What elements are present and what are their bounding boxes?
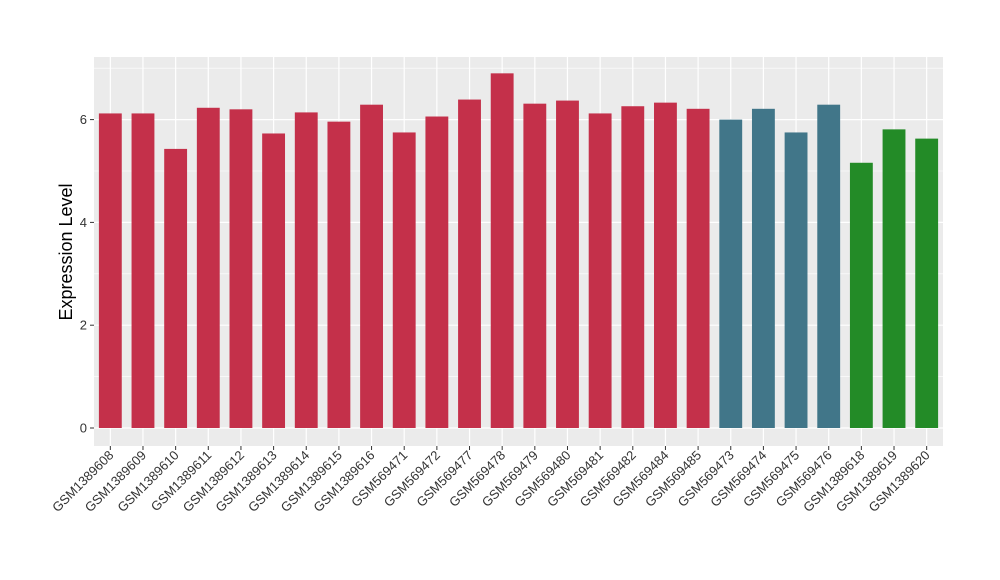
- bar: [196, 107, 220, 428]
- bar: [621, 106, 645, 429]
- bar: [327, 121, 351, 428]
- bar: [523, 103, 547, 428]
- y-axis-title: Expression Level: [56, 183, 76, 320]
- bar: [817, 104, 841, 428]
- bar: [719, 119, 743, 428]
- bar: [849, 162, 873, 428]
- bar: [164, 148, 188, 428]
- bar: [425, 116, 449, 429]
- x-axis: GSM1389608GSM1389609GSM1389610GSM1389611…: [49, 446, 933, 515]
- bar: [131, 113, 155, 428]
- y-tick-label: 6: [80, 112, 87, 127]
- bar: [882, 129, 906, 428]
- bar: [294, 112, 318, 429]
- y-tick-label: 0: [80, 421, 87, 436]
- bar: [686, 108, 710, 428]
- bar: [490, 73, 514, 428]
- y-tick-label: 4: [80, 215, 87, 230]
- bars: [98, 73, 939, 429]
- y-axis: 0 2 4 6: [80, 112, 94, 436]
- y-tick-label: 2: [80, 318, 87, 333]
- bar: [458, 99, 481, 428]
- bar: [392, 132, 416, 428]
- plot-panel: [94, 57, 943, 446]
- bar: [229, 109, 253, 428]
- bar: [360, 104, 383, 428]
- bar: [556, 100, 579, 428]
- bar: [751, 108, 775, 428]
- bar: [784, 132, 808, 428]
- bar: [915, 138, 939, 429]
- bar: [654, 102, 677, 428]
- bar: [98, 113, 122, 428]
- bar: [588, 113, 612, 428]
- bar: [262, 133, 286, 428]
